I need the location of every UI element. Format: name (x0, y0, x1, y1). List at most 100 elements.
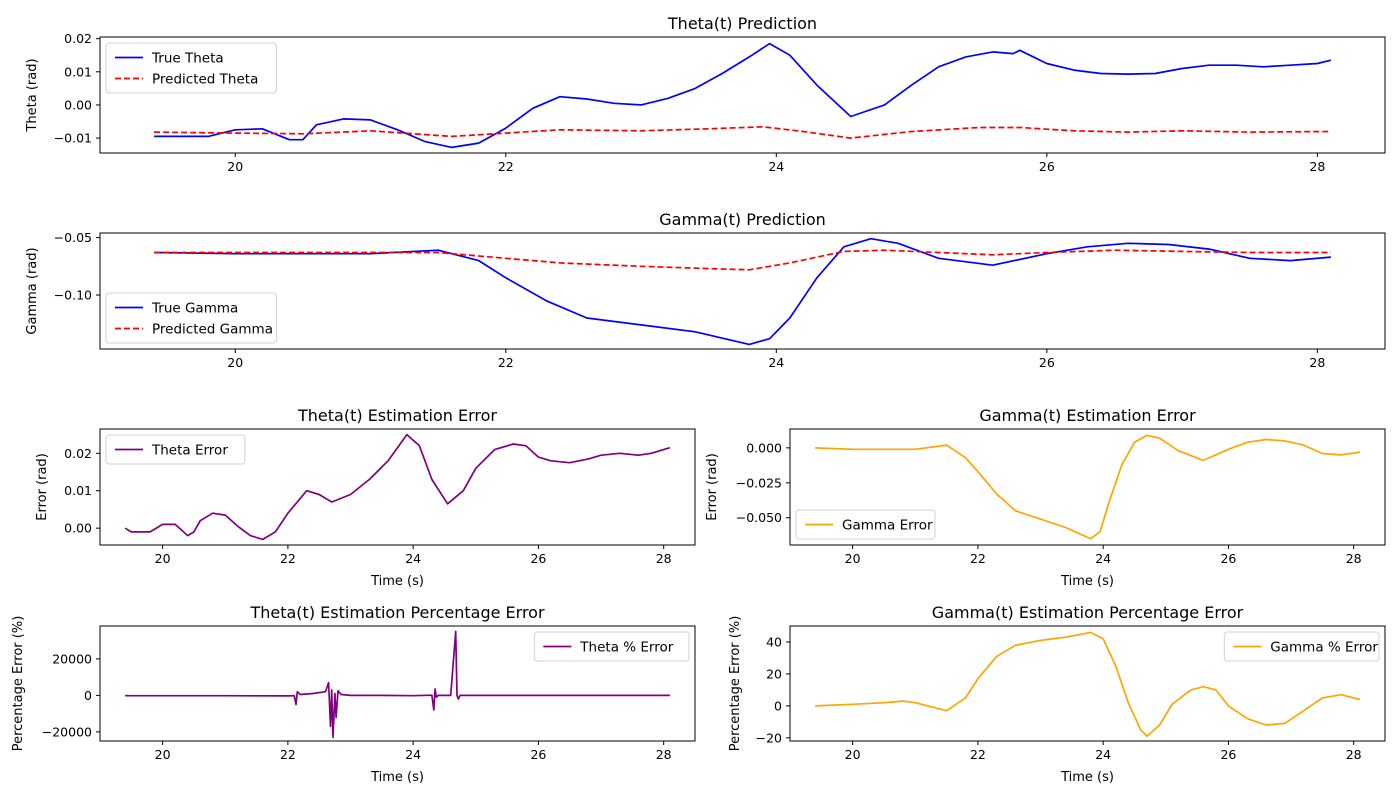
y-axis-label: Theta (rad) (25, 58, 40, 132)
y-tick-label: −0.10 (54, 288, 92, 303)
x-axis-label: Time (s) (370, 574, 424, 589)
series-line-1 (815, 631, 1361, 738)
x-tick-label: 24 (768, 355, 784, 370)
legend-box (533, 631, 690, 662)
legend: Gamma % Error (1223, 631, 1380, 662)
x-tick-label: 22 (970, 747, 986, 762)
y-tick-label: −20000 (42, 724, 92, 739)
legend: True Gamma Predicted Gamma (105, 292, 277, 344)
x-tick-label: 28 (1309, 159, 1325, 174)
x-tick-label: 20 (227, 355, 243, 370)
chart-title: Gamma(t) Estimation Error (979, 406, 1196, 425)
chart-3: 20 22 24 26 28 0.00 0.01 0.02 Theta(t) Estimatio… (35, 406, 696, 589)
legend-label: True Gamma (151, 301, 238, 317)
legend-label: Theta Error (151, 443, 228, 459)
x-axis-label: Time (s) (1060, 770, 1114, 785)
x-tick-label: 20 (155, 747, 171, 762)
chart-title: Theta(t) Estimation Percentage Error (249, 603, 544, 622)
plot-frame (99, 232, 1386, 350)
y-tick-label: −20 (756, 730, 782, 745)
x-tick-label: 22 (498, 159, 514, 174)
x-tick-label: 22 (280, 551, 296, 566)
y-tick-label: −0.025 (736, 475, 782, 490)
x-tick-label: 28 (656, 551, 672, 566)
x-tick-label: 28 (656, 747, 672, 762)
y-tick-label: 0 (84, 688, 92, 703)
y-tick-label: 0.00 (64, 521, 92, 536)
y-axis-label: Error (rad) (705, 453, 720, 521)
x-tick-label: 24 (1095, 747, 1111, 762)
x-tick-label: 26 (1220, 747, 1236, 762)
x-tick-label: 24 (405, 747, 421, 762)
legend-label: Predicted Gamma (152, 322, 273, 338)
chart-title: Theta(t) Prediction (667, 14, 817, 33)
chart-4: 20 22 24 26 28 −0.050 −0.025 0.000 Gamma(t) Esti… (705, 406, 1386, 589)
chart-6: 20 22 24 26 28 −20 0 20 40 Gamma(t) Estimation Pe… (728, 603, 1386, 785)
y-tick-label: 0 (774, 698, 782, 713)
chart-title: Gamma(t) Estimation Percentage Error (932, 603, 1244, 622)
series-line-1 (815, 434, 1361, 540)
x-tick-label: 28 (1346, 747, 1362, 762)
plot-frame (99, 428, 696, 546)
x-tick-label: 26 (1220, 551, 1236, 566)
legend-box (105, 434, 246, 465)
y-axis-label: Gamma (rad) (25, 247, 40, 334)
series-line-1 (125, 630, 670, 739)
y-tick-label: −0.05 (54, 230, 92, 245)
y-tick-label: 20 (766, 666, 782, 681)
x-tick-label: 24 (768, 159, 784, 174)
legend-box (1223, 631, 1380, 662)
plot-frame (99, 36, 1386, 154)
y-tick-label: 0.01 (64, 64, 92, 79)
legend: True Theta Predicted Theta (105, 42, 277, 94)
legend-label: True Theta (151, 51, 224, 67)
plot-frame (99, 625, 696, 742)
legend-box (105, 292, 277, 344)
x-tick-label: 20 (155, 551, 171, 566)
chart-title: Gamma(t) Prediction (659, 210, 826, 229)
chart-2: 20 22 24 26 28 −0.10 −0.05 Gamma(t) Prediction G… (25, 210, 1386, 370)
legend-label: Gamma Error (842, 518, 933, 534)
y-axis-label: Percentage Error (%) (11, 616, 26, 752)
series-line-2 (154, 125, 1331, 139)
x-tick-label: 28 (1346, 551, 1362, 566)
legend-box (105, 42, 277, 94)
x-tick-label: 22 (280, 747, 296, 762)
x-tick-label: 26 (530, 551, 546, 566)
y-tick-label: −0.050 (736, 510, 782, 525)
legend: Theta Error (105, 434, 246, 465)
legend-label: Predicted Theta (152, 72, 258, 88)
y-tick-label: 0.000 (746, 440, 782, 455)
x-tick-label: 20 (845, 551, 861, 566)
x-tick-label: 20 (227, 159, 243, 174)
legend-label: Gamma % Error (1270, 640, 1378, 656)
x-tick-label: 28 (1309, 355, 1325, 370)
x-tick-label: 24 (405, 551, 421, 566)
x-tick-label: 26 (1039, 355, 1055, 370)
x-tick-label: 24 (1095, 551, 1111, 566)
legend-label: Theta % Error (579, 640, 673, 656)
legend: Gamma Error (795, 509, 936, 540)
series-line-1 (124, 433, 671, 541)
x-axis-label: Time (s) (1060, 574, 1114, 589)
chart-1: 20 22 24 26 28 −0.01 0.00 0.01 0.02 Theta(t) Pred… (25, 14, 1386, 174)
x-tick-label: 22 (970, 551, 986, 566)
legend: Theta % Error (533, 631, 690, 662)
x-tick-label: 26 (530, 747, 546, 762)
chart-title: Theta(t) Estimation Error (297, 406, 497, 425)
plot-frame (789, 428, 1386, 546)
series-line-2 (154, 249, 1331, 271)
y-tick-label: 0.02 (64, 31, 92, 46)
plot-frame (789, 625, 1386, 742)
series-line-1 (154, 42, 1332, 149)
legend-box (795, 509, 936, 540)
y-tick-label: 20000 (52, 651, 92, 666)
y-axis-label: Percentage Error (%) (728, 616, 743, 752)
y-tick-label: 0.02 (64, 446, 92, 461)
y-tick-label: 0.00 (64, 97, 92, 112)
y-axis-label: Error (rad) (35, 453, 50, 521)
series-line-1 (154, 237, 1331, 346)
y-tick-label: −0.01 (54, 131, 92, 146)
x-axis-label: Time (s) (370, 770, 424, 785)
